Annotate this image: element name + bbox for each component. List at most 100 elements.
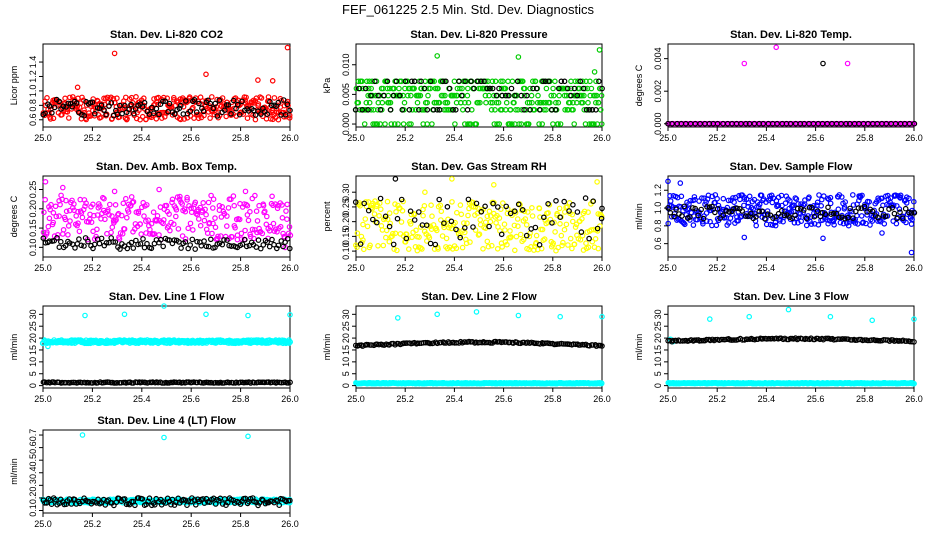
data-point: [896, 337, 903, 344]
data-point: [822, 211, 829, 218]
data-point: [111, 50, 118, 57]
data-point: [365, 107, 371, 113]
series-cyan: [353, 309, 605, 387]
data-point: [65, 100, 72, 107]
data-point: [409, 107, 416, 113]
x-tick-label: 25.0: [34, 263, 52, 273]
plot-frame: [667, 43, 915, 128]
data-point: [230, 97, 237, 104]
data-point: [809, 204, 815, 211]
data-point: [470, 224, 476, 230]
data-point: [286, 224, 293, 230]
y-tick-label: 0.4: [28, 466, 38, 479]
data-point: [502, 227, 508, 233]
data-point: [704, 204, 710, 210]
x-tick-label: 25.6: [182, 394, 200, 404]
data-point: [787, 120, 794, 127]
data-point: [60, 227, 67, 233]
data-point: [756, 201, 763, 208]
data-point: [210, 495, 217, 502]
data-point: [886, 206, 892, 212]
data-point: [184, 194, 190, 201]
data-point: [484, 238, 491, 245]
data-point: [139, 204, 145, 211]
data-point: [781, 212, 788, 219]
data-point: [62, 95, 68, 102]
data-point: [81, 112, 88, 119]
data-point: [741, 234, 748, 241]
data-point: [284, 216, 290, 223]
data-point: [670, 337, 676, 344]
data-point: [498, 231, 505, 238]
data-point: [571, 85, 578, 92]
data-point: [236, 216, 243, 223]
data-point: [561, 78, 568, 85]
data-point: [242, 97, 249, 104]
data-point: [464, 92, 471, 99]
data-point: [570, 202, 576, 208]
data-point: [145, 217, 152, 224]
y-tick-label: 0.7: [28, 429, 38, 442]
y-axis-label: kPa: [322, 78, 332, 94]
data-point: [141, 213, 147, 219]
y-tick-label: 0.6: [653, 237, 663, 250]
data-point: [518, 92, 525, 99]
data-point: [792, 212, 798, 219]
data-point: [706, 120, 713, 127]
data-point: [375, 92, 381, 99]
series-black: [40, 96, 293, 119]
data-point: [216, 97, 223, 104]
data-point: [239, 98, 245, 105]
data-point: [201, 238, 207, 244]
data-point: [275, 116, 282, 123]
data-point: [286, 245, 293, 252]
data-point: [484, 213, 491, 220]
data-point: [486, 223, 492, 230]
data-point: [753, 213, 759, 220]
data-point: [253, 208, 260, 215]
x-tick-label: 25.2: [396, 263, 414, 273]
x-tick-label: 25.6: [182, 133, 200, 143]
data-point: [507, 210, 514, 217]
data-point: [564, 85, 571, 92]
data-point: [59, 184, 66, 191]
data-point: [421, 85, 428, 92]
data-point: [427, 240, 434, 247]
data-point: [252, 192, 258, 199]
data-point: [182, 239, 189, 245]
data-point: [435, 85, 441, 92]
data-point: [529, 213, 536, 219]
data-point: [182, 497, 189, 504]
data-point: [91, 212, 97, 219]
x-tick-label: 25.0: [659, 133, 677, 143]
y-tick-label: 0.2: [28, 492, 38, 505]
data-point: [734, 205, 740, 212]
data-point: [434, 107, 441, 113]
data-point: [436, 99, 443, 106]
data-point: [667, 193, 673, 199]
x-tick-label: 25.8: [232, 519, 250, 529]
data-point: [594, 179, 600, 185]
plot-frame: [667, 305, 915, 389]
data-point: [406, 107, 413, 113]
data-point: [355, 78, 362, 85]
data-point: [494, 204, 501, 210]
data-point: [488, 242, 495, 249]
data-point: [665, 220, 672, 227]
data-point: [275, 99, 282, 106]
data-point: [424, 107, 431, 113]
data-point: [527, 85, 533, 92]
data-point: [86, 379, 92, 386]
data-point: [487, 218, 494, 225]
data-point: [183, 98, 189, 104]
data-point: [391, 121, 398, 127]
data-point: [181, 206, 188, 212]
data-point: [696, 198, 702, 204]
data-point: [287, 107, 293, 114]
data-point: [429, 121, 435, 127]
data-point: [371, 211, 378, 217]
data-point: [561, 92, 568, 99]
data-point: [119, 231, 126, 237]
data-point: [516, 121, 522, 127]
